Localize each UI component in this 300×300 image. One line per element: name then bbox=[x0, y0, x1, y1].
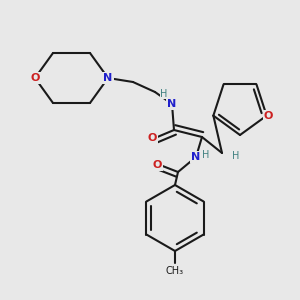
Text: H: H bbox=[232, 151, 240, 161]
Text: N: N bbox=[167, 99, 177, 109]
Text: H: H bbox=[160, 89, 168, 99]
Text: O: O bbox=[264, 111, 273, 121]
Text: N: N bbox=[103, 73, 112, 83]
Text: N: N bbox=[191, 152, 201, 162]
Text: O: O bbox=[30, 73, 40, 83]
Text: H: H bbox=[202, 150, 210, 160]
Text: O: O bbox=[147, 133, 157, 143]
Text: CH₃: CH₃ bbox=[166, 266, 184, 276]
Text: O: O bbox=[152, 160, 162, 170]
